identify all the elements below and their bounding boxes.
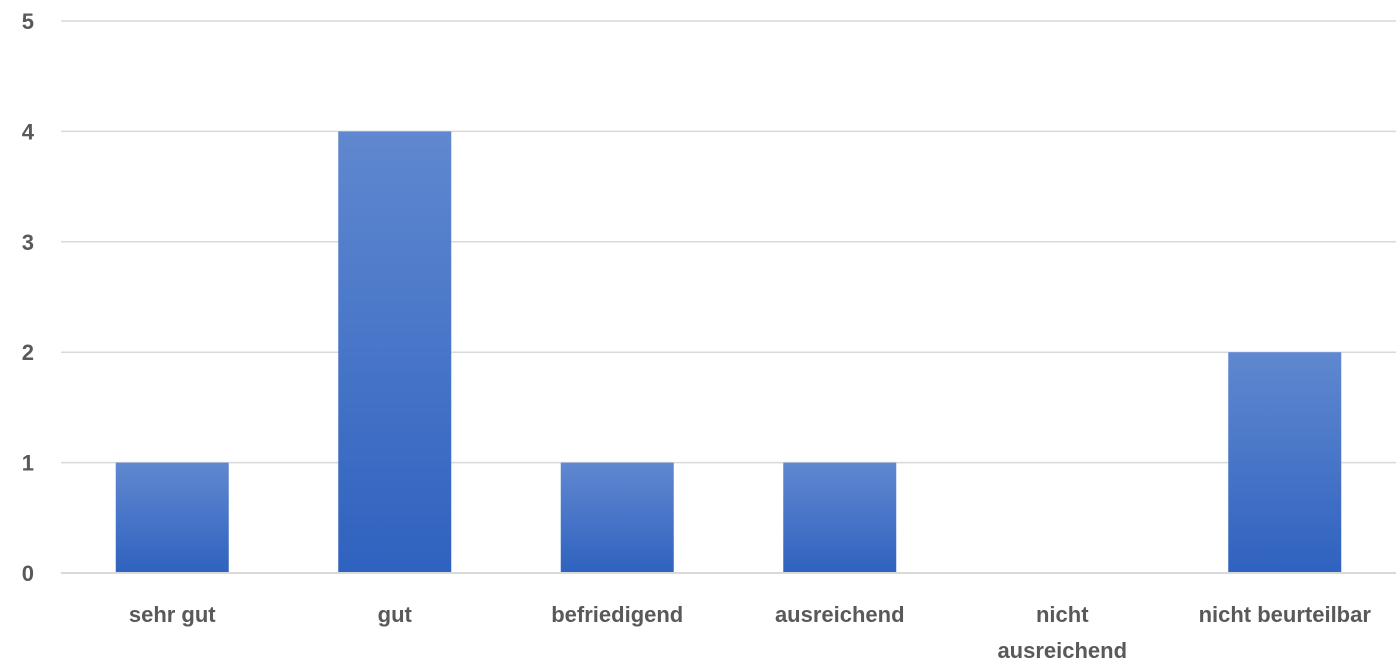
bar-befriedigend: [560, 462, 674, 573]
bar-gut: [338, 131, 452, 573]
y-tick-label: 4: [22, 119, 35, 144]
x-tick-label-line: nicht beurteilbar: [1199, 602, 1372, 627]
x-tick-label-line: sehr gut: [129, 602, 216, 627]
bars: [61, 131, 1396, 574]
x-tick-label-line: ausreichend: [775, 602, 905, 627]
x-tick-label: befriedigend: [551, 602, 683, 627]
x-axis-labels: sehr gut gut befriedigend ausreichend nicht a…: [129, 602, 1372, 663]
y-tick-label: 2: [22, 340, 34, 365]
x-tick-label-line: gut: [378, 602, 413, 627]
x-tick-label: nicht ausreichend: [997, 602, 1127, 663]
y-tick-label: 1: [22, 451, 34, 476]
x-tick-label: nicht beurteilbar: [1199, 602, 1372, 627]
y-tick-label: 0: [22, 561, 34, 586]
y-tick-label: 3: [22, 230, 34, 255]
y-axis-ticks: 0 1 2 3 4 5: [22, 9, 35, 586]
bar-sehr-gut: [115, 462, 229, 573]
bar-ausreichend: [783, 462, 897, 573]
x-tick-label-line: ausreichend: [997, 638, 1127, 663]
x-tick-label: sehr gut: [129, 602, 216, 627]
x-tick-label-line: nicht: [1036, 602, 1089, 627]
y-tick-label: 5: [22, 9, 34, 34]
x-tick-label-line: befriedigend: [551, 602, 683, 627]
gridlines: [61, 20, 1396, 574]
x-tick-label: gut: [378, 602, 413, 627]
bar-nicht-beurteilbar: [1228, 352, 1342, 573]
x-tick-label: ausreichend: [775, 602, 905, 627]
